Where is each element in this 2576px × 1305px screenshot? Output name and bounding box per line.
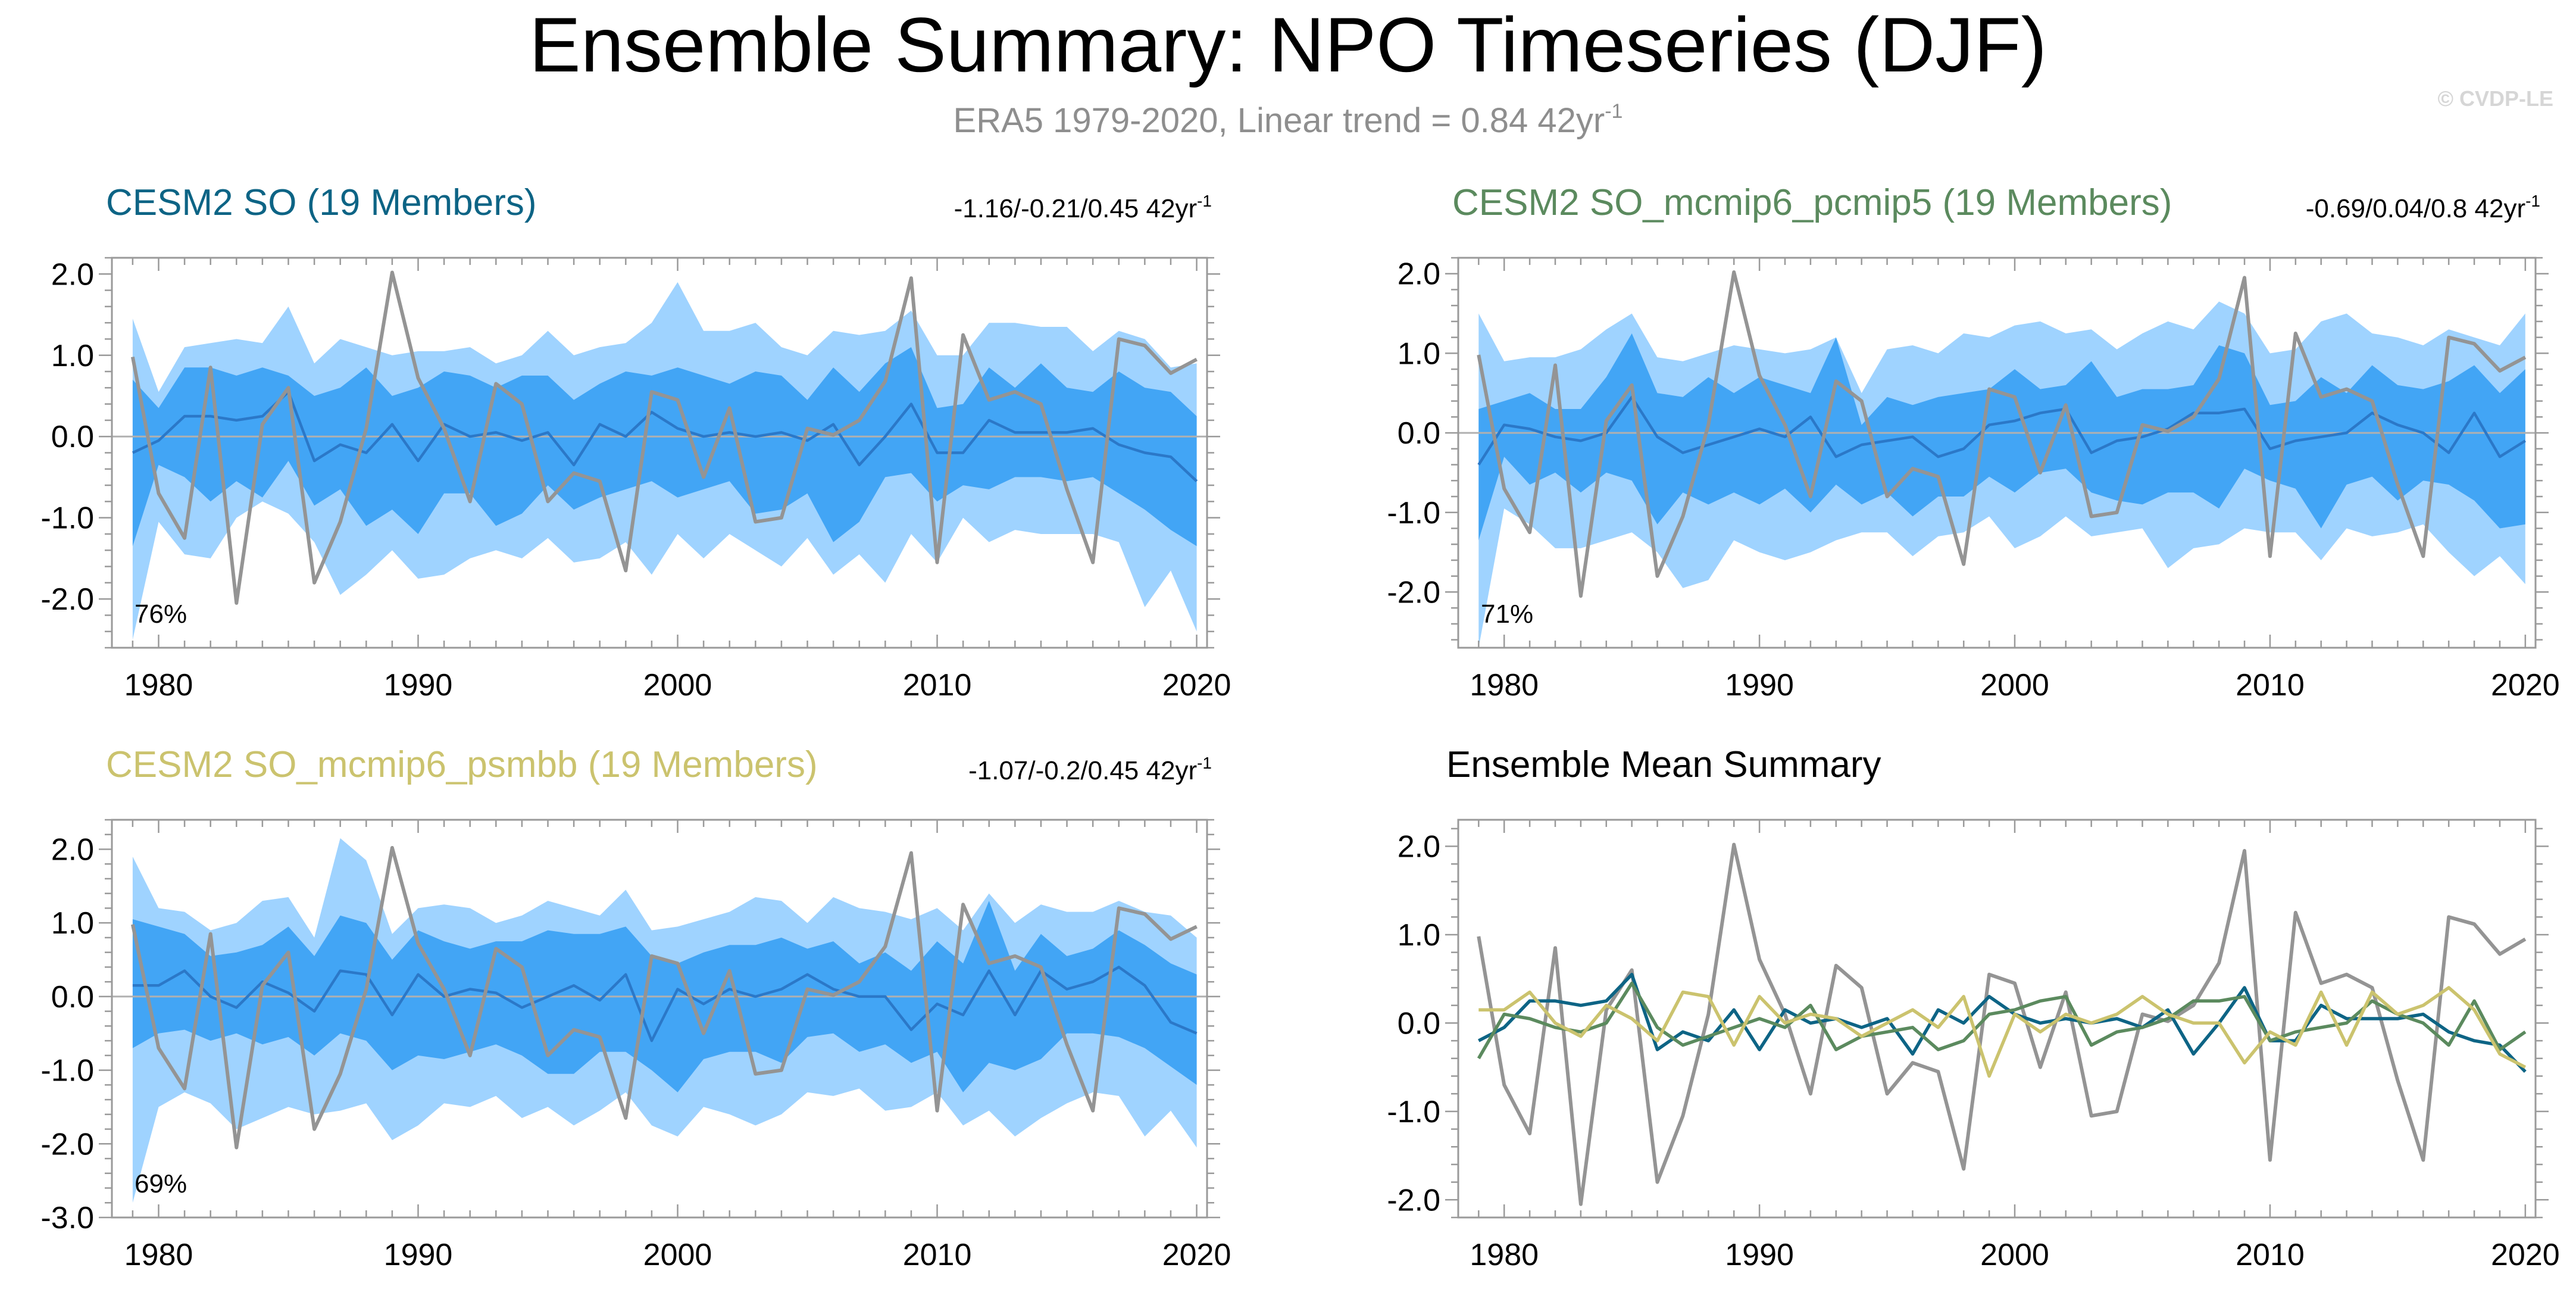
y-tick-label: 1.0 (1398, 918, 1440, 953)
series-line (1477, 842, 2527, 1206)
panel-title: CESM2 SO_mcmip6_pcmip5 (19 Members) (1452, 182, 2172, 223)
figure-title: Ensemble Summary: NPO Timeseries (DJF) (529, 1, 2047, 88)
panel-title: CESM2 SO (19 Members) (106, 182, 537, 223)
y-tick-label: -2.0 (1387, 575, 1440, 610)
observed-line (130, 270, 1198, 605)
y-tick-label: 0.0 (51, 980, 94, 1014)
plot-frame (1457, 819, 2537, 1219)
credit-label: © CVDP-LE (2437, 86, 2553, 111)
plot-frame (111, 819, 1208, 1219)
y-tick-label: -3.0 (40, 1201, 94, 1235)
percent-label: 69% (135, 1169, 187, 1198)
x-tick-label: 1980 (124, 1238, 193, 1272)
x-tick-label: 1980 (1470, 668, 1539, 703)
panel-trend-label: -1.16/-0.21/0.45 42yr-1 (954, 192, 1212, 223)
y-tick-label: -1.0 (40, 1054, 94, 1088)
panel-p1: 1980 1990 2000 2010 2020 2.0 1.0 0.0 -1.0 -2.0 CES… (40, 182, 1231, 703)
x-tick-label: 2010 (2236, 1238, 2305, 1272)
figure-subtitle: ERA5 1979-2020, Linear trend = 0.84 42yr… (954, 100, 1623, 140)
plot-area (1458, 270, 2536, 648)
x-tick-label: 2010 (903, 1238, 972, 1272)
y-tick-label: 1.0 (51, 339, 94, 373)
panel-title: CESM2 SO_mcmip6_psmbb (19 Members) (106, 744, 818, 785)
x-tick-label: 2020 (1162, 668, 1231, 703)
x-tick-label: 2000 (643, 668, 712, 703)
x-tick-label: 2020 (2491, 668, 2560, 703)
x-tick-label: 2000 (643, 1238, 712, 1272)
y-tick-label: 1.0 (1398, 336, 1440, 371)
y-tick-label: 0.0 (51, 420, 94, 454)
y-tick-label: -2.0 (40, 1127, 94, 1162)
observed-line (130, 846, 1198, 1150)
observed-line (1477, 270, 2527, 598)
y-tick-label: -2.0 (1387, 1183, 1440, 1217)
x-tick-label: 2020 (1162, 1238, 1231, 1272)
panel-trend-label: -1.07/-0.2/0.45 42yr-1 (968, 754, 1212, 785)
x-tick-label: 1980 (1470, 1238, 1539, 1272)
plot-area (112, 838, 1207, 1203)
panel-p4: 1980 1990 2000 2010 2020 2.0 1.0 0.0 -1.0 -2.0 Ens… (1387, 744, 2559, 1272)
plot-area (1477, 842, 2527, 1206)
x-tick-label: 2010 (2236, 668, 2305, 703)
x-tick-label: 2000 (1980, 668, 2049, 703)
x-tick-label: 2010 (903, 668, 972, 703)
x-tick-label: 1990 (1725, 668, 1794, 703)
percent-label: 76% (135, 600, 187, 629)
ensemble-mean-line (132, 966, 1198, 1042)
percent-label: 71% (1481, 600, 1533, 629)
y-tick-label: 0.0 (1398, 1006, 1440, 1041)
ensemble-mean-line (1477, 395, 2526, 466)
panel-trend-label: -0.69/0.04/0.8 42yr-1 (2306, 192, 2540, 223)
y-tick-label: 2.0 (1398, 830, 1440, 864)
y-tick-label: 0.0 (1398, 416, 1440, 451)
x-tick-label: 1990 (384, 1238, 453, 1272)
x-tick-label: 1990 (1725, 1238, 1794, 1272)
series-line (1478, 986, 2527, 1078)
inner-spread-band (1478, 333, 2525, 541)
y-tick-label: -1.0 (40, 501, 94, 536)
y-tick-label: 2.0 (51, 257, 94, 292)
ensemble-mean-line (132, 390, 1198, 482)
y-tick-label: 2.0 (51, 832, 94, 867)
panel-p3: 1980 1990 2000 2010 2020 2.0 1.0 0.0 -1.0 -2.0 -3.… (40, 744, 1231, 1272)
plot-area (112, 270, 1207, 640)
x-tick-label: 1980 (124, 668, 193, 703)
panel-p2: 1980 1990 2000 2010 2020 2.0 1.0 0.0 -1.0 -2.0 CES… (1387, 182, 2559, 703)
series-line (1477, 981, 2527, 1060)
x-tick-label: 2020 (2491, 1238, 2560, 1272)
y-tick-label: -2.0 (40, 582, 94, 617)
inner-spread-band (132, 347, 1197, 547)
y-tick-label: 2.0 (1398, 257, 1440, 292)
y-tick-label: -1.0 (1387, 1095, 1440, 1129)
x-tick-label: 2000 (1980, 1238, 2049, 1272)
plot-frame (1457, 257, 2537, 649)
y-tick-label: -1.0 (1387, 496, 1440, 530)
panel-title: Ensemble Mean Summary (1446, 744, 1881, 785)
y-tick-label: 1.0 (51, 906, 94, 941)
x-tick-label: 1990 (384, 668, 453, 703)
